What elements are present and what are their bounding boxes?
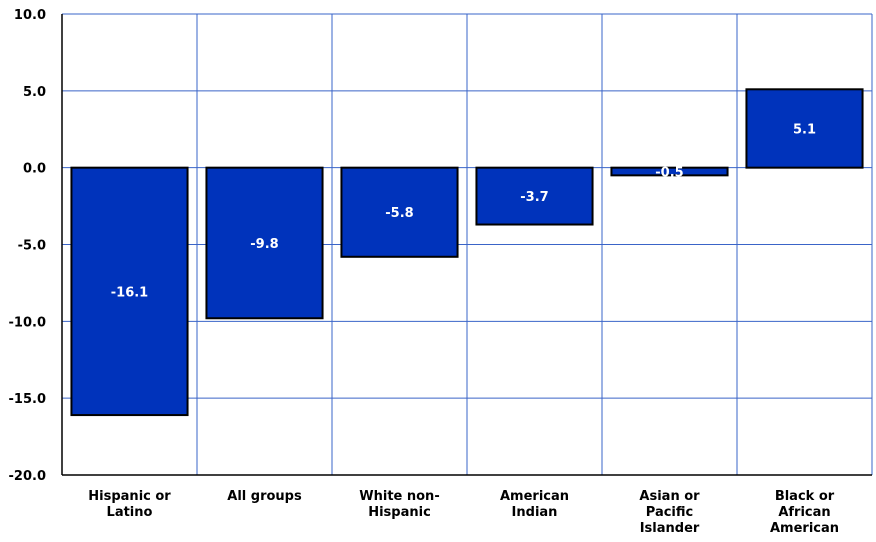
x-category-label: American (770, 521, 839, 536)
bar (745, 88, 864, 169)
bar-value-label: -9.8 (250, 237, 278, 252)
y-tick-label: 0.0 (23, 162, 46, 177)
x-category-label: Islander (640, 521, 700, 536)
x-category-label: Hispanic or (88, 489, 171, 504)
label-layer: 10.0 5.0 0.0 -5.0 -10.0 -15.0 -20.0 -16.1 Hispan… (9, 8, 840, 536)
y-tick-label: -10.0 (9, 315, 46, 330)
bar (340, 166, 459, 258)
axis-layer (61, 14, 872, 476)
x-category-label: African (778, 505, 830, 520)
x-category-label: Hispanic (368, 505, 431, 520)
x-category-label: All groups (227, 489, 302, 504)
bar-value-label: 5.1 (793, 122, 816, 137)
bar-value-label: -3.7 (520, 190, 548, 205)
x-category-label: Pacific (646, 505, 693, 520)
grid-layer (61, 13, 873, 476)
y-tick-label: 10.0 (14, 8, 46, 23)
x-category-label: Black or (775, 489, 835, 504)
x-category-label: Latino (107, 505, 153, 520)
bar-value-label: -16.1 (111, 285, 148, 300)
x-category-label: Asian or (639, 489, 700, 504)
bar (475, 166, 594, 226)
bar (610, 166, 729, 177)
bar-value-label: -0.5 (655, 166, 683, 181)
y-tick-label: -15.0 (9, 392, 46, 407)
x-category-label: White non- (359, 489, 439, 504)
x-category-label: Indian (512, 505, 558, 520)
y-tick-label: 5.0 (23, 85, 46, 100)
y-tick-label: -5.0 (18, 239, 46, 254)
bar-layer (70, 88, 864, 417)
y-tick-label: -20.0 (9, 469, 46, 484)
x-category-label: American (500, 489, 569, 504)
bar-value-label: -5.8 (385, 206, 413, 221)
bar (70, 166, 189, 417)
bar (205, 166, 324, 320)
